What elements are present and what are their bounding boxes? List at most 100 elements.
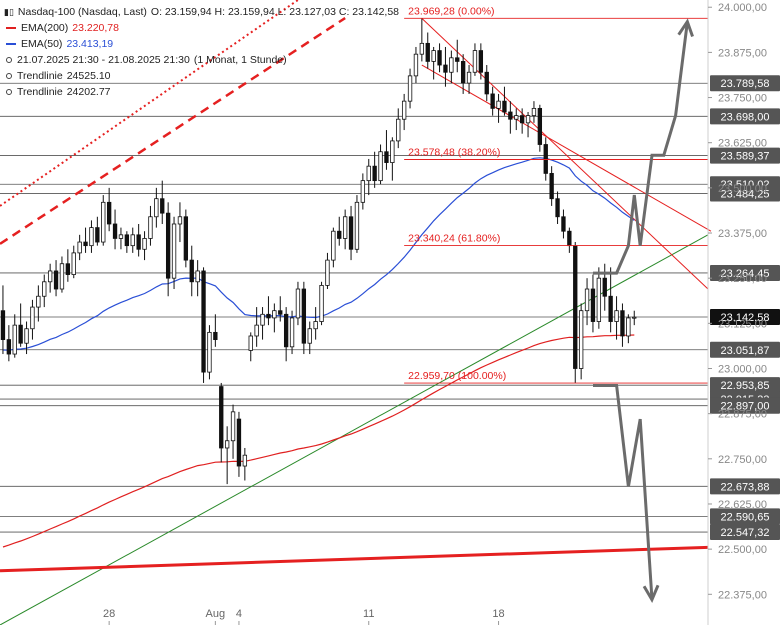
ema50-label: EMA(50)	[21, 38, 63, 50]
candle-body	[378, 151, 383, 182]
candle-body	[6, 339, 12, 355]
candle-body	[413, 53, 419, 77]
trend2-label: Trendlinie	[17, 86, 63, 98]
instrument-name: Nasdaq-100 (Nasdaq, Last)	[17, 6, 147, 18]
candle-body	[83, 241, 88, 247]
green-support-trendline	[0, 234, 709, 625]
y-tick-label: 23.625,00	[718, 138, 767, 150]
candle-body	[478, 50, 484, 73]
red-dotted-trendline	[0, 0, 299, 207]
level-label: 23.589,37	[721, 151, 770, 163]
red-long-trendline	[0, 545, 709, 573]
candle-body	[337, 230, 342, 239]
level-label: 23.698,00	[721, 111, 770, 123]
candle-body	[148, 216, 153, 239]
candle-body	[142, 238, 147, 250]
legend-trend1-row: Trendlinie 24525.10	[4, 68, 399, 84]
level-label-box	[710, 75, 780, 92]
y-tick-label: 22.750,00	[718, 454, 767, 466]
candle-body	[248, 335, 253, 351]
candle-body	[331, 230, 336, 261]
trend1-value: 24525.10	[66, 70, 111, 82]
candle-body	[195, 270, 200, 283]
level-label-box	[710, 508, 780, 525]
candle-body	[283, 313, 289, 348]
candle-body	[254, 324, 259, 337]
candle-body	[360, 180, 366, 203]
candle-body	[77, 241, 82, 254]
channel-upper-line	[421, 18, 709, 290]
candle-body	[508, 111, 513, 120]
y-tick-label: 22.875,00	[718, 409, 767, 421]
candle-body	[514, 115, 519, 120]
legend-ema50-row: EMA(50) 23.413,19	[4, 36, 399, 52]
candle-body	[160, 198, 165, 214]
ema200-label: EMA(200)	[21, 22, 69, 34]
candle-body	[136, 234, 141, 250]
candle-body	[561, 216, 566, 232]
analysis-paths	[593, 18, 694, 604]
level-label-box	[710, 341, 780, 358]
candle-body	[419, 42, 425, 55]
level-label: 23.051,87	[721, 345, 770, 357]
chart-legend: ▮▯ Nasdaq-100 (Nasdaq, Last) O: 23.159,9…	[4, 4, 399, 100]
candle-body	[537, 107, 543, 145]
fibonacci-levels: 23.969,28 (0.00%) 23.578,48 (38.20%) 23.34…	[404, 5, 708, 384]
candle-body	[230, 411, 236, 442]
y-tick-label: 24.000,00	[718, 2, 767, 14]
level-label: 23.142,58	[721, 312, 770, 324]
candle-body	[608, 295, 613, 322]
candle-body	[366, 165, 371, 182]
candle-body	[437, 50, 442, 66]
candle-body	[201, 270, 206, 373]
fib-level-label: 23.969,28 (0.00%)	[408, 5, 494, 17]
y-tick-label: 22.375,00	[718, 589, 767, 601]
candle-body	[12, 324, 17, 355]
ema200-value: 23.220,78	[72, 22, 119, 34]
ohlc-values: O: 23.159,94 H: 23.159,94 L: 23.127,03 C…	[150, 6, 400, 18]
candle-body	[372, 165, 377, 182]
candle-body	[65, 263, 71, 275]
candlesticks	[0, 18, 637, 485]
level-label: 23.264,45	[721, 268, 770, 280]
candle-body	[236, 418, 242, 467]
candle-body	[301, 288, 307, 344]
candle-body	[36, 295, 41, 308]
candle-body	[425, 42, 430, 62]
candle-body	[272, 310, 277, 319]
x-tick-label: 18	[492, 608, 504, 620]
candle-body	[71, 252, 76, 275]
candle-body	[106, 201, 112, 225]
candle-body	[466, 71, 472, 84]
x-tick-label: Aug	[206, 608, 226, 620]
y-tick-label: 23.375,00	[718, 228, 767, 240]
candle-body	[189, 259, 194, 283]
candle-body	[30, 306, 35, 330]
fib-level-label: 23.340,24 (61.80%)	[408, 233, 500, 245]
level-label: 22.590,65	[721, 511, 770, 523]
candle-body	[59, 263, 65, 290]
level-label-box	[710, 185, 780, 202]
candle-body	[112, 223, 118, 239]
candle-body	[101, 201, 106, 243]
fib-level-label: 23.578,48 (38.20%)	[408, 147, 500, 159]
candle-body	[89, 227, 94, 247]
candle-body	[224, 440, 230, 449]
candle-body	[519, 115, 525, 124]
candle-body	[348, 216, 354, 250]
candle-body	[53, 270, 59, 290]
candle-body	[525, 115, 531, 124]
candle-body	[490, 93, 495, 109]
legend-ema200-row: EMA(200) 23.220,78	[4, 20, 399, 36]
ema50-line	[2, 157, 635, 351]
candle-body	[460, 61, 466, 84]
candle-body	[213, 331, 218, 340]
x-tick-label: 4	[236, 608, 242, 620]
candle-body	[18, 324, 23, 344]
candle-body	[384, 151, 389, 163]
level-label: 22.953,85	[721, 380, 770, 392]
y-tick-label: 23.750,00	[718, 93, 767, 105]
candle-body	[295, 288, 301, 319]
candle-body	[578, 310, 584, 369]
